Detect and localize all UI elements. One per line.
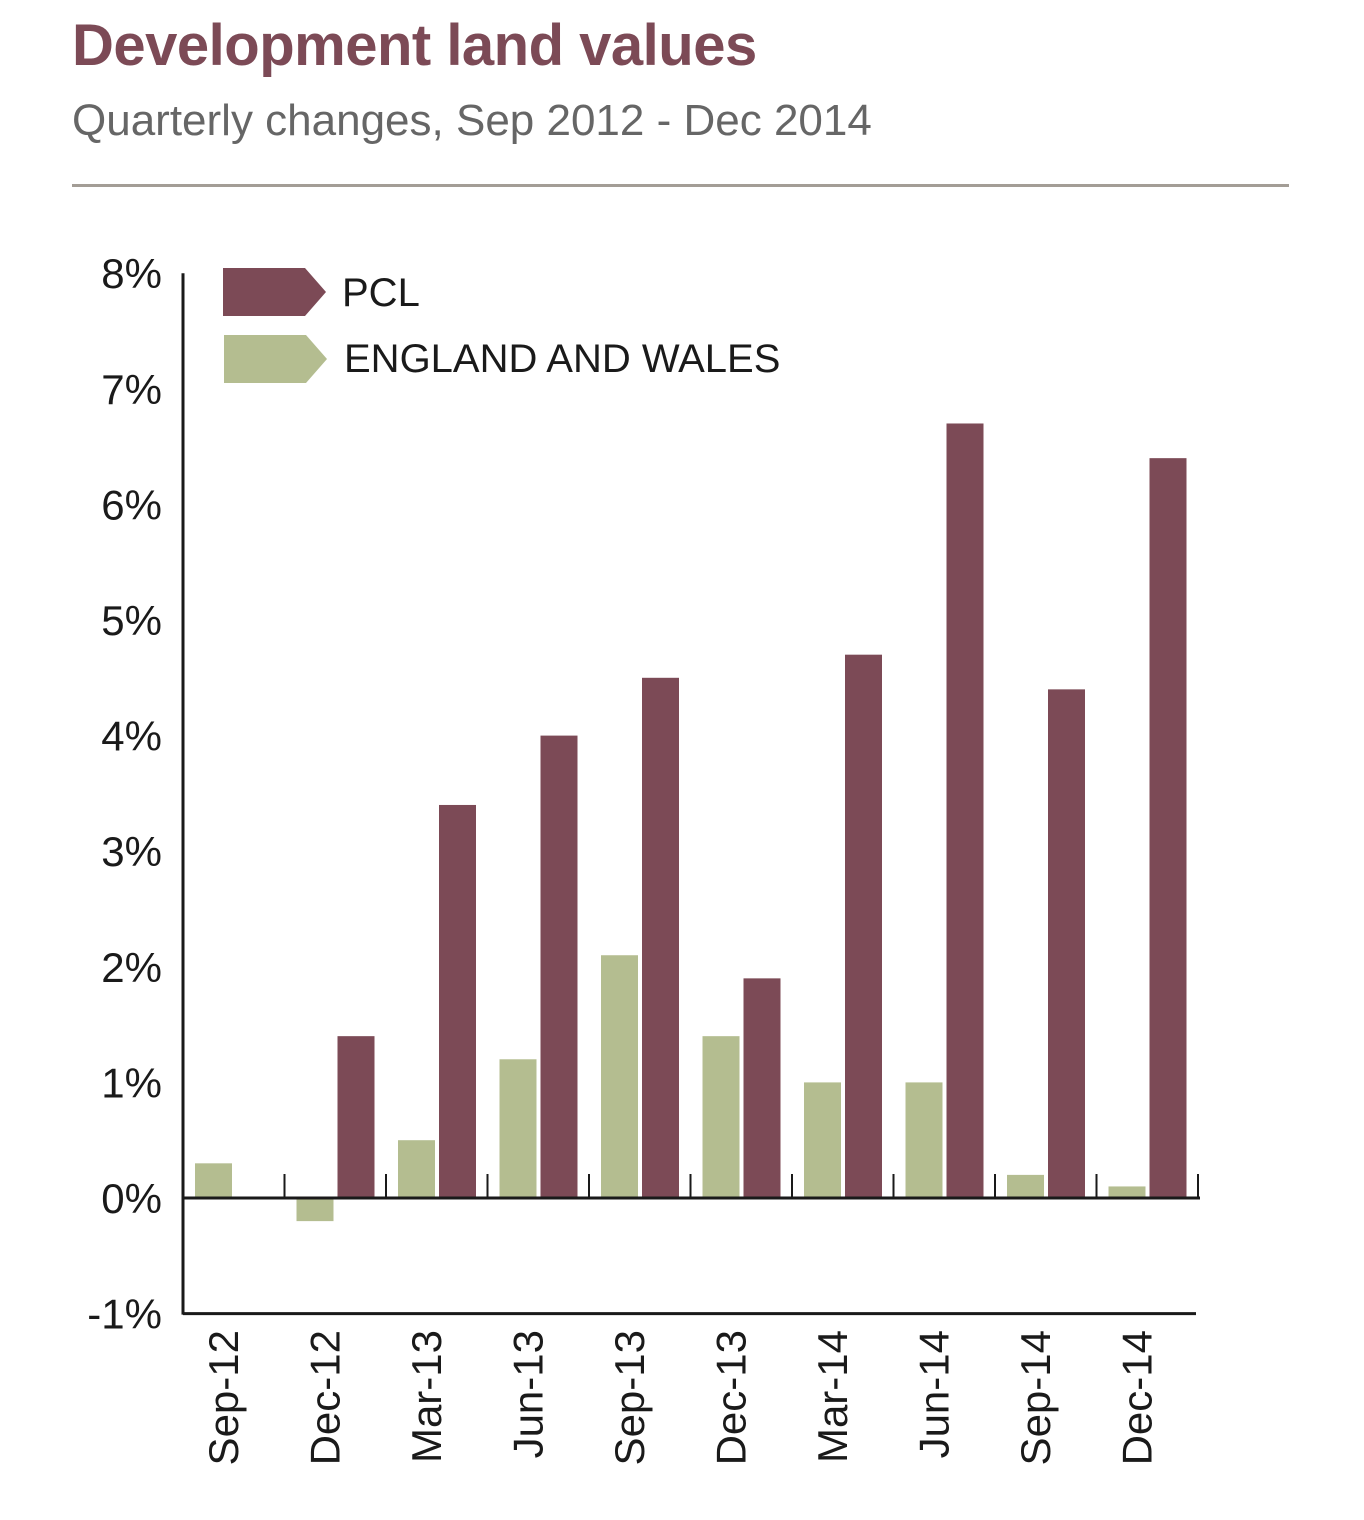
bar-pcl-dec-12 [337,1036,375,1198]
bar-england-and-wales-dec-13 [702,1036,740,1198]
x-tick-label: Jun-14 [910,1330,957,1458]
y-tick-labels: -1% 0% 1% 2% 3% 4% 5% 6% 7% 8% [87,250,162,1337]
bar-pcl-sep-13 [642,677,679,1198]
bar-england-and-wales-sep-12 [195,1163,232,1198]
chart-subtitle: Quarterly changes, Sep 2012 - Dec 2014 [72,96,872,145]
x-tick-label: Sep-14 [1012,1330,1059,1465]
bar-england-and-wales-dec-14 [1108,1186,1146,1198]
bar-pcl-mar-14 [845,654,882,1198]
x-tick-label: Mar-14 [809,1330,856,1463]
x-tick-label: Jun-13 [504,1330,551,1458]
y-tick-label: 7% [101,366,162,413]
chart-title: Development land values [72,13,757,78]
bar-pcl-mar-13 [439,804,476,1198]
y-tick-label: 2% [101,944,162,991]
y-tick-label: 6% [101,481,162,528]
bar-pcl-dec-13 [743,978,781,1198]
legend-label-pcl: PCL [342,271,420,315]
y-tick-label: 1% [101,1059,162,1106]
bar-england-and-wales-sep-13 [601,955,638,1198]
x-tick-labels: Sep-12 Dec-12 Mar-13 Jun-13 Sep-13 Dec-13 Mar-… [200,1330,1161,1465]
legend-swatch-pcl [223,268,326,316]
x-tick-label: Dec-13 [707,1330,754,1465]
y-tick-label: 8% [101,250,162,297]
legend: PCL ENGLAND AND WALES [223,268,780,383]
bar-england-and-wales-sep-14 [1007,1174,1044,1198]
legend-label-england-and-wales: ENGLAND AND WALES [344,337,780,381]
y-tick-label: 4% [101,713,162,760]
bars-layer [195,423,1187,1222]
bar-pcl-jun-14 [946,423,984,1199]
y-tick-label: -1% [87,1291,162,1338]
x-tick-label: Sep-13 [606,1330,653,1465]
bar-england-and-wales-mar-14 [804,1082,841,1198]
bar-england-and-wales-jun-14 [905,1082,943,1198]
bar-pcl-dec-14 [1149,458,1187,1198]
bar-england-and-wales-mar-13 [398,1140,435,1198]
x-tick-label: Dec-12 [301,1330,348,1465]
axes-layer [181,273,1200,1316]
legend-swatch-england-and-wales [224,335,327,383]
y-tick-label: 5% [101,597,162,644]
bar-pcl-jun-13 [540,735,578,1198]
x-tick-label: Dec-14 [1113,1330,1160,1465]
header-divider [72,184,1289,187]
x-tick-label: Mar-13 [403,1330,450,1463]
y-tick-label: 0% [101,1175,162,1222]
y-tick-label: 3% [101,828,162,875]
x-tick-label: Sep-12 [200,1330,247,1465]
bar-pcl-sep-14 [1048,689,1085,1198]
bar-england-and-wales-dec-12 [296,1198,334,1222]
bar-england-and-wales-jun-13 [499,1059,537,1198]
